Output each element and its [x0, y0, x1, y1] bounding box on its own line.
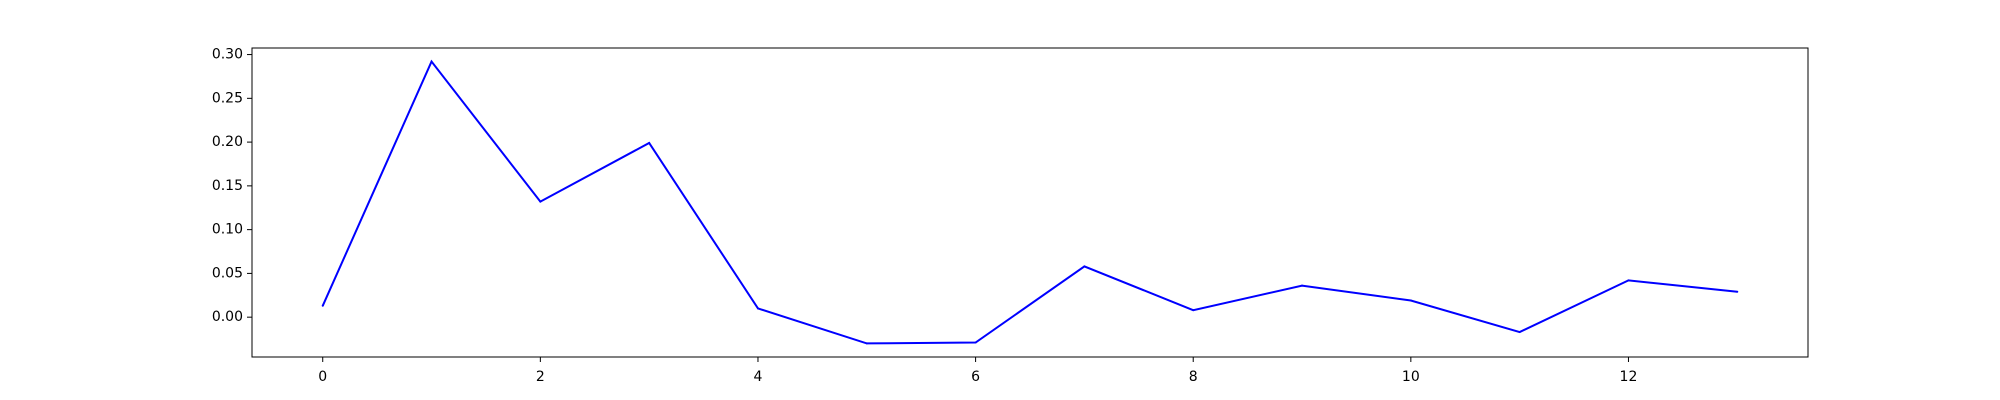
data-point — [1192, 309, 1195, 312]
y-tick-label: 0.30 — [212, 47, 243, 63]
data-point — [430, 60, 433, 63]
data-point — [1518, 331, 1521, 334]
y-tick-label: 0.20 — [212, 134, 243, 150]
data-point — [1409, 299, 1412, 302]
data-point — [974, 341, 977, 344]
data-point — [1301, 284, 1304, 287]
y-tick-label: 0.10 — [212, 222, 243, 238]
data-point — [1736, 290, 1739, 293]
data-point — [321, 304, 324, 307]
x-tick-label: 8 — [1189, 369, 1198, 385]
y-tick-label: 0.15 — [212, 178, 243, 194]
x-tick-label: 4 — [754, 369, 763, 385]
x-tick-label: 10 — [1402, 369, 1420, 385]
series-line-0 — [321, 59, 1738, 345]
y-tick-label: 0.00 — [212, 309, 243, 325]
x-axis: 0 2 4 6 8 10 12 — [318, 357, 1637, 385]
data-point — [1627, 279, 1630, 282]
x-tick-label: 2 — [536, 369, 545, 385]
data-point — [539, 200, 542, 203]
data-point — [648, 141, 651, 144]
y-tick-label: 0.25 — [212, 90, 243, 106]
axes-frame — [251, 47, 1809, 358]
data-point — [1083, 265, 1086, 268]
x-tick-label: 12 — [1620, 369, 1638, 385]
x-tick-label: 6 — [971, 369, 980, 385]
y-tick-label: 0.05 — [212, 265, 243, 281]
data-point — [756, 307, 759, 310]
x-tick-label: 0 — [318, 369, 327, 385]
data-point — [865, 342, 868, 345]
y-axis: 0.00 0.05 0.10 0.15 0.20 0.25 0.30 — [212, 47, 252, 325]
series-layer — [321, 59, 1739, 345]
